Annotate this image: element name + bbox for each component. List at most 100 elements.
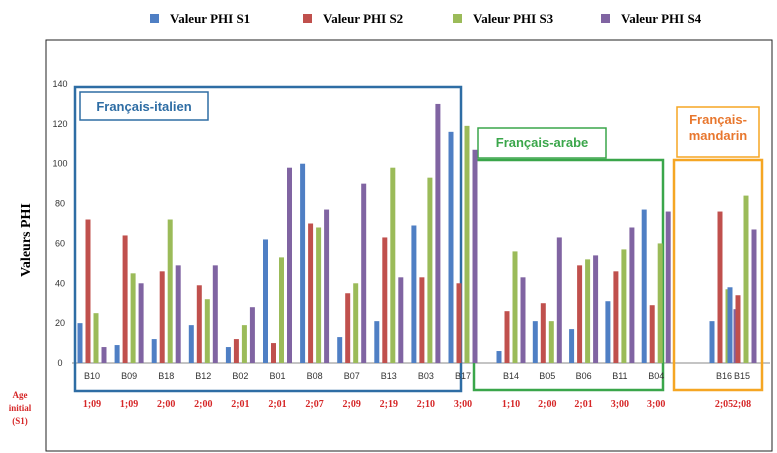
bar bbox=[196, 285, 202, 363]
category-label: B17 bbox=[455, 371, 471, 381]
y-tick-label: 120 bbox=[52, 119, 67, 129]
age-label: 2;19 bbox=[380, 399, 398, 410]
age-label: 2;01 bbox=[268, 399, 286, 410]
category-labels: B10 B09 B18 B12 B02 B01 B08 B07 B13 B03 B17 B14 B05 B… bbox=[84, 371, 750, 381]
bar bbox=[641, 209, 647, 363]
legend-label: Valeur PHI S1 bbox=[170, 11, 250, 26]
bar bbox=[419, 277, 425, 363]
bar bbox=[390, 167, 396, 363]
bar bbox=[93, 313, 99, 363]
bar bbox=[271, 343, 276, 363]
age-label: 3;00 bbox=[611, 399, 629, 410]
age-axis-label: (S1) bbox=[12, 416, 28, 426]
category-label: B02 bbox=[232, 371, 248, 381]
category-label: B10 bbox=[84, 371, 100, 381]
group-label-box bbox=[477, 127, 607, 159]
age-label: 2;08 bbox=[733, 399, 751, 410]
bar bbox=[114, 345, 120, 363]
category-label: B11 bbox=[612, 371, 627, 381]
group-frame bbox=[472, 158, 665, 392]
bar bbox=[263, 239, 268, 363]
y-tick-label: 80 bbox=[55, 199, 65, 209]
category-label: B03 bbox=[418, 371, 434, 381]
age-label: 3;00 bbox=[454, 399, 472, 410]
bar bbox=[709, 321, 715, 363]
legend-swatch bbox=[303, 14, 312, 23]
bar bbox=[472, 149, 478, 363]
age-label: 2;01 bbox=[574, 399, 592, 410]
bar bbox=[308, 223, 314, 363]
category-label: B13 bbox=[381, 371, 397, 381]
bar bbox=[345, 293, 351, 363]
bar bbox=[122, 235, 128, 363]
category-label: B05 bbox=[539, 371, 555, 381]
group-label-box bbox=[79, 91, 209, 121]
age-label: 2;07 bbox=[305, 399, 323, 410]
legend-swatch bbox=[453, 14, 462, 23]
bar bbox=[101, 347, 107, 363]
bar bbox=[151, 339, 157, 363]
legend-swatch bbox=[150, 14, 159, 23]
age-labels: 1;09 1;09 2;00 2;00 2;01 2;01 2;07 2;09 2;19 2;10… bbox=[9, 390, 751, 426]
group-label: Français-arabe bbox=[496, 135, 589, 150]
age-label: 2;10 bbox=[417, 399, 435, 410]
bar bbox=[629, 227, 635, 363]
bar bbox=[249, 307, 255, 363]
age-axis-label: initial bbox=[9, 403, 32, 413]
category-label: B15 bbox=[734, 371, 750, 381]
bar bbox=[77, 323, 83, 363]
y-tick-label: 0 bbox=[57, 358, 62, 368]
bar bbox=[241, 325, 247, 363]
category-label: B08 bbox=[307, 371, 323, 381]
bar bbox=[175, 265, 181, 363]
age-label: 2;00 bbox=[157, 399, 175, 410]
bar bbox=[279, 257, 284, 363]
bar bbox=[138, 283, 144, 363]
bar bbox=[361, 183, 367, 363]
bar bbox=[540, 303, 546, 363]
bar bbox=[577, 265, 583, 363]
bar bbox=[300, 163, 306, 363]
plot-frame bbox=[45, 39, 773, 452]
y-tick-label: 60 bbox=[55, 238, 65, 248]
age-label: 3;00 bbox=[647, 399, 665, 410]
legend: Valeur PHI S1 Valeur PHI S2 Valeur PHI S3 V… bbox=[150, 11, 702, 26]
bar bbox=[130, 273, 136, 363]
bar bbox=[188, 325, 194, 363]
legend-label: Valeur PHI S4 bbox=[621, 11, 702, 26]
bar bbox=[605, 301, 611, 363]
group-frame bbox=[672, 158, 764, 392]
bar bbox=[448, 131, 454, 363]
bar bbox=[569, 329, 575, 363]
bar bbox=[751, 229, 757, 363]
bar bbox=[556, 237, 562, 363]
bar bbox=[316, 227, 322, 363]
bar bbox=[649, 305, 655, 363]
bar bbox=[374, 321, 380, 363]
bar bbox=[613, 271, 619, 363]
bar bbox=[520, 277, 526, 363]
age-label: 2;00 bbox=[538, 399, 556, 410]
bar bbox=[743, 195, 749, 363]
group-label-box bbox=[676, 106, 760, 158]
group-frame bbox=[73, 85, 463, 393]
bars bbox=[77, 103, 757, 363]
category-label: B07 bbox=[344, 371, 360, 381]
age-label: 2;09 bbox=[343, 399, 361, 410]
bar bbox=[464, 125, 470, 363]
category-label: B14 bbox=[503, 371, 519, 381]
age-label: 1;09 bbox=[83, 399, 101, 410]
y-tick-label: 20 bbox=[55, 318, 65, 328]
y-tick-label: 40 bbox=[55, 278, 65, 288]
bar bbox=[324, 209, 330, 363]
age-axis-label: Age bbox=[13, 390, 28, 400]
category-label: B16 bbox=[716, 371, 732, 381]
bar bbox=[496, 351, 502, 363]
category-label: B12 bbox=[195, 371, 211, 381]
bar bbox=[233, 339, 239, 363]
age-label: 2;01 bbox=[231, 399, 249, 410]
bar bbox=[532, 321, 538, 363]
age-label: 2;00 bbox=[194, 399, 212, 410]
bar bbox=[353, 283, 359, 363]
